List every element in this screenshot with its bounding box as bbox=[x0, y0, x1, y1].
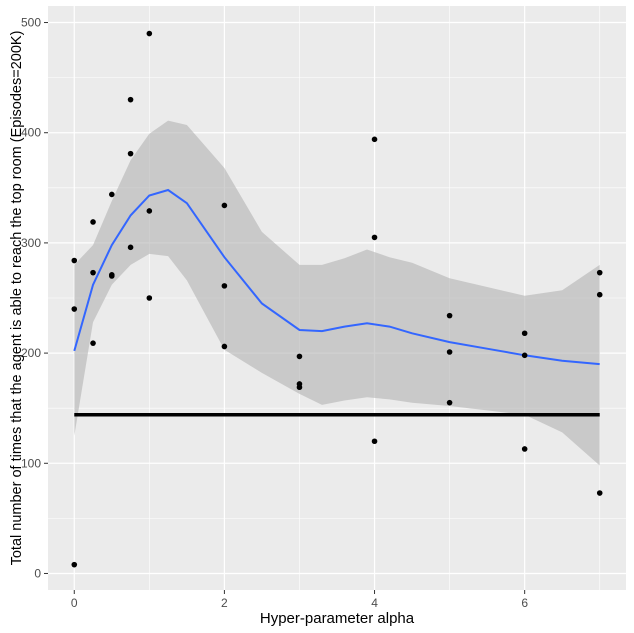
data-points bbox=[71, 30, 603, 568]
data-point bbox=[521, 352, 528, 359]
data-point bbox=[71, 257, 78, 264]
data-point bbox=[221, 202, 228, 209]
data-point bbox=[221, 343, 228, 350]
data-point bbox=[521, 330, 528, 337]
confidence-band bbox=[74, 120, 600, 466]
y-tick-label: 400 bbox=[21, 126, 41, 140]
data-point bbox=[146, 208, 153, 214]
data-point bbox=[296, 381, 303, 387]
data-point bbox=[221, 283, 228, 289]
y-tick-label: 100 bbox=[21, 456, 41, 470]
data-point bbox=[127, 244, 134, 251]
smooth-fit-line bbox=[73, 188, 600, 366]
data-point bbox=[71, 561, 78, 568]
data-point bbox=[596, 490, 603, 496]
x-tick-label: 6 bbox=[521, 596, 528, 610]
data-point bbox=[371, 234, 378, 241]
y-tick-label: 200 bbox=[21, 346, 41, 360]
data-point bbox=[71, 306, 78, 312]
data-point bbox=[109, 191, 115, 198]
data-point bbox=[90, 219, 96, 225]
y-tick-label: 300 bbox=[21, 236, 41, 250]
data-point bbox=[446, 399, 453, 406]
data-point bbox=[146, 30, 153, 37]
data-point bbox=[446, 312, 453, 319]
y-tick-label: 500 bbox=[21, 16, 41, 30]
data-point bbox=[109, 272, 115, 278]
x-tick-label: 0 bbox=[71, 596, 78, 610]
y-axis-ticks: 0 100 200 300 400 500 bbox=[21, 16, 48, 580]
x-tick-label: 4 bbox=[371, 596, 378, 610]
data-point bbox=[296, 353, 303, 360]
data-point bbox=[446, 349, 453, 355]
data-point bbox=[371, 438, 378, 445]
y-tick-label: 0 bbox=[34, 566, 41, 580]
x-axis-ticks: 0 2 4 6 bbox=[71, 590, 528, 610]
x-tick-label: 2 bbox=[221, 596, 228, 610]
data-point bbox=[521, 446, 528, 452]
data-point bbox=[596, 291, 603, 298]
data-point bbox=[146, 295, 153, 301]
data-point bbox=[127, 96, 134, 103]
data-point bbox=[127, 150, 134, 157]
data-point bbox=[90, 340, 96, 346]
data-point bbox=[596, 269, 603, 276]
data-point bbox=[371, 136, 378, 143]
data-point bbox=[90, 269, 96, 276]
y-axis-label: Total number of times that the agent is … bbox=[9, 31, 25, 566]
x-axis-label: Hyper-parameter alpha bbox=[260, 610, 415, 627]
